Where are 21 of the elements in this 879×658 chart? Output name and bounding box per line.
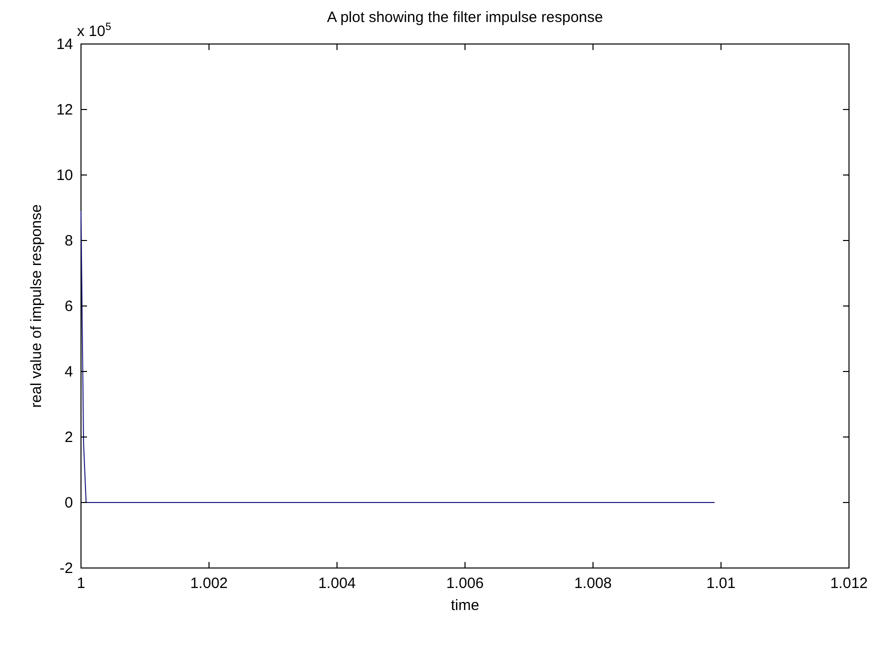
- x-tick-label: 1.004: [318, 575, 356, 592]
- line-series: [80, 210, 716, 503]
- y-tick-label: 10: [56, 167, 73, 184]
- y-axis-title: real value of impulse response: [28, 204, 45, 408]
- y-tick-label: 2: [64, 429, 73, 446]
- x-tick-label: 1.01: [706, 575, 736, 592]
- x-tick-label: 1.012: [830, 575, 868, 592]
- x-tick-label: 1: [76, 575, 86, 592]
- x-tick-label: 1.002: [190, 575, 228, 592]
- chart-title: A plot showing the filter impulse response: [327, 9, 603, 26]
- text: x 10$^{5}$: [77, 21, 112, 40]
- y-tick-label: 4: [64, 364, 73, 380]
- y-tick-label: 0: [64, 494, 73, 512]
- x-axis-title: time: [450, 597, 480, 614]
- y-tick-label: 8: [64, 232, 73, 250]
- y-tick-label: 14: [56, 36, 73, 53]
- y-tick-label: 12: [56, 102, 73, 118]
- x-tick-label: 1.006: [446, 575, 484, 592]
- y-tick-label: 6: [64, 298, 73, 315]
- x-tick-label: 1.008: [574, 575, 612, 592]
- y-tick-label: -2: [60, 560, 73, 577]
